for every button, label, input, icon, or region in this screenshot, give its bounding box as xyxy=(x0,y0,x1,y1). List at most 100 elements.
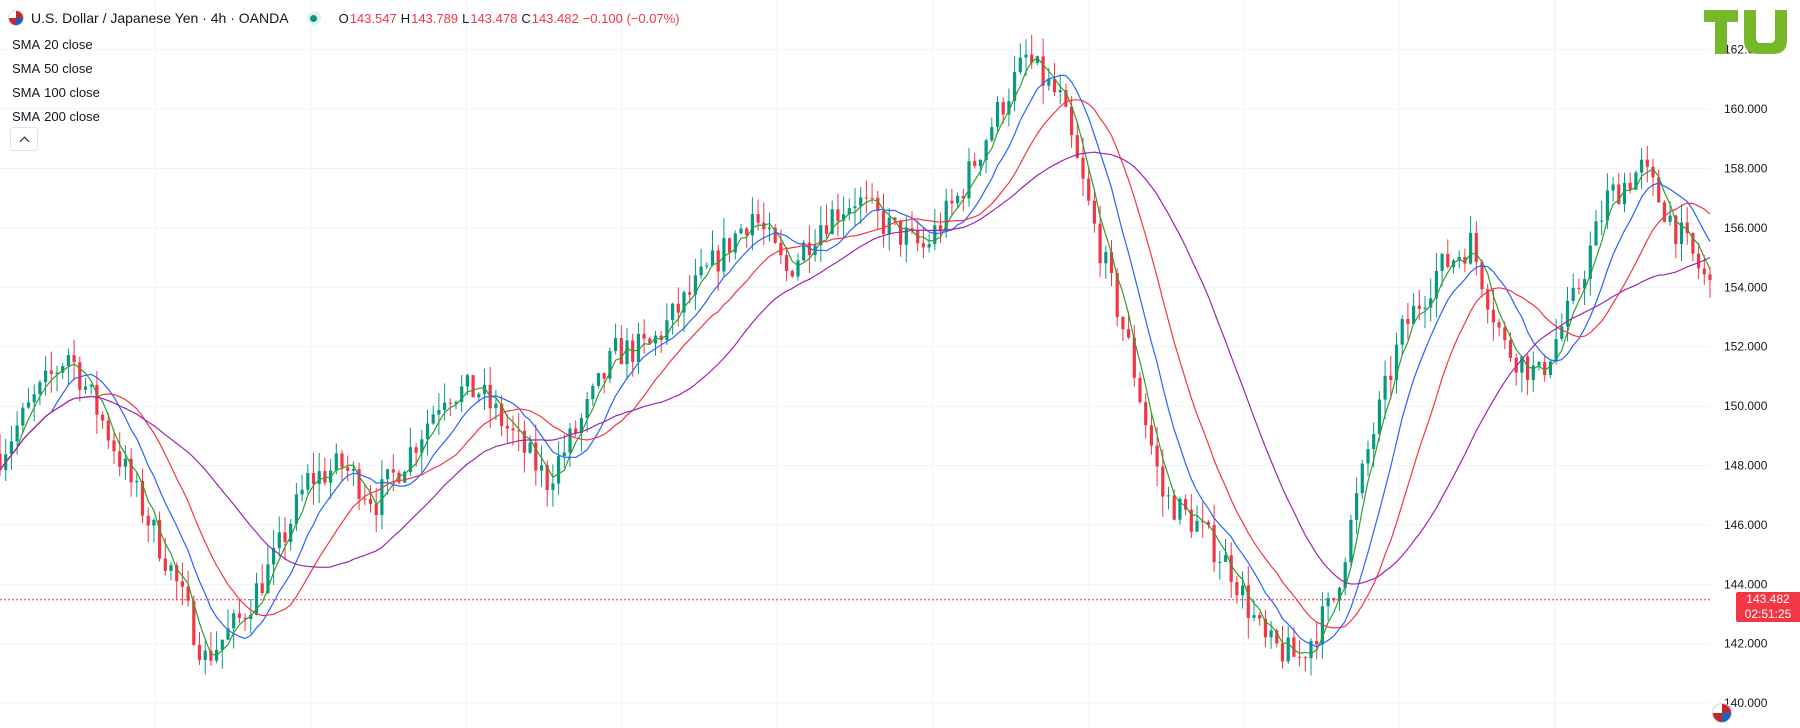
candle-body xyxy=(1611,184,1615,191)
legend-item-sma100[interactable]: SMA 100 close xyxy=(12,81,100,105)
candle-body xyxy=(1526,356,1530,381)
legend-item-sma50[interactable]: SMA 50 close xyxy=(12,57,100,81)
candle-body xyxy=(1315,640,1319,645)
candle-body xyxy=(1332,597,1336,601)
candle-body xyxy=(1258,615,1262,619)
candle-body xyxy=(1309,640,1313,659)
candle-body xyxy=(26,402,31,408)
currency-flag-icon[interactable] xyxy=(1712,703,1732,723)
candle-body xyxy=(180,581,184,587)
candle-body xyxy=(1030,54,1034,63)
low-value: 143.478 xyxy=(470,10,518,26)
candle-body xyxy=(1104,251,1108,264)
candle-body xyxy=(579,418,583,434)
candle-body xyxy=(596,373,601,386)
candle-body xyxy=(1041,56,1045,86)
candle-body xyxy=(836,209,840,221)
candle-body xyxy=(1548,361,1552,375)
candle-body xyxy=(1622,182,1627,205)
candle-body xyxy=(1400,318,1404,345)
symbol-title[interactable]: U.S. Dollar / Japanese Yen · 4h · OANDA xyxy=(31,10,289,26)
candle-body xyxy=(1178,498,1182,520)
candle-body xyxy=(1229,555,1233,583)
candle-body xyxy=(944,200,948,232)
candle-body xyxy=(1628,182,1632,190)
candle-body xyxy=(260,583,264,594)
candle-body xyxy=(408,447,412,472)
candle-body xyxy=(636,333,640,362)
candle-body xyxy=(574,428,578,434)
candle-body xyxy=(44,370,48,383)
candle-body xyxy=(1024,54,1028,58)
candle-body xyxy=(289,523,293,543)
candle-body xyxy=(859,197,863,207)
candle-body xyxy=(118,451,122,467)
candle-body xyxy=(961,195,965,199)
collapse-legend-button[interactable] xyxy=(10,127,38,151)
candle-body xyxy=(864,197,868,199)
candle-body xyxy=(431,414,435,424)
candle-body xyxy=(209,650,213,661)
candle-body xyxy=(334,453,338,471)
sma200-line xyxy=(0,151,1711,585)
candle-body xyxy=(1166,495,1171,497)
candle-body xyxy=(1417,305,1421,309)
candle-body xyxy=(927,244,931,248)
legend-item-sma200[interactable]: SMA 200 close xyxy=(12,105,100,129)
indicator-args: 20 close xyxy=(44,37,93,52)
candle-body xyxy=(1081,157,1085,179)
candle-body xyxy=(1372,433,1376,450)
y-tick-label: 156.000 xyxy=(1724,221,1768,235)
market-status-icon[interactable] xyxy=(306,11,321,25)
candle-body xyxy=(1355,493,1359,520)
candle-body xyxy=(135,480,139,483)
legend-item-sma20[interactable]: SMA 20 close xyxy=(12,33,100,57)
candle-body xyxy=(1406,318,1410,324)
candle-body xyxy=(272,548,276,565)
candle-body xyxy=(494,403,498,409)
candle-body xyxy=(49,370,53,374)
candle-body xyxy=(465,375,469,387)
candle-body xyxy=(557,456,561,484)
candle-body xyxy=(539,465,544,471)
candle-body xyxy=(585,399,589,419)
candle-body xyxy=(55,372,59,374)
candle-body xyxy=(425,423,430,440)
candle-body xyxy=(1469,232,1473,264)
indicator-legend: SMA 20 close SMA 50 close SMA 100 close SMA… xyxy=(12,33,100,129)
candle-body xyxy=(15,425,19,442)
candle-body xyxy=(197,644,202,661)
high-label: H xyxy=(400,10,411,26)
candle-body xyxy=(1161,466,1165,497)
indicator-args: 100 close xyxy=(44,85,100,100)
candle-body xyxy=(266,564,270,594)
candle-body xyxy=(1172,495,1176,520)
candle-body xyxy=(1223,555,1228,562)
candle-body xyxy=(1001,101,1005,115)
candle-body xyxy=(129,458,133,483)
candle-body xyxy=(237,613,241,618)
candle-body xyxy=(602,373,606,379)
candle-body xyxy=(1668,215,1672,222)
candle-body xyxy=(967,161,971,199)
candle-body xyxy=(368,499,373,504)
candle-body xyxy=(1491,309,1495,323)
candle-body xyxy=(676,303,680,313)
candle-body xyxy=(682,292,686,313)
candle-body xyxy=(61,366,65,373)
candle-body xyxy=(106,420,110,441)
candle-body xyxy=(665,320,669,341)
candle-body xyxy=(619,338,623,365)
indicator-name: SMA xyxy=(12,109,41,124)
candle-body xyxy=(1657,177,1661,203)
candle-body xyxy=(899,220,903,245)
y-tick-label: 146.000 xyxy=(1724,518,1768,532)
candle-body xyxy=(511,428,515,431)
candle-body xyxy=(1394,344,1399,381)
candle-body xyxy=(1070,106,1074,136)
candle-body xyxy=(642,333,646,339)
last-price-badge: 143.482 02:51:25 xyxy=(1736,591,1800,622)
candle-body xyxy=(995,101,1000,128)
tradingview-logo-icon[interactable] xyxy=(1704,10,1794,54)
